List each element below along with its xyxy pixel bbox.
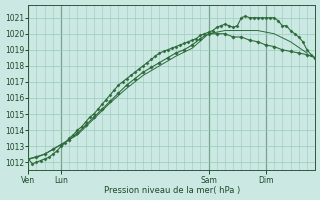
X-axis label: Pression niveau de la mer( hPa ): Pression niveau de la mer( hPa ) (104, 186, 240, 195)
